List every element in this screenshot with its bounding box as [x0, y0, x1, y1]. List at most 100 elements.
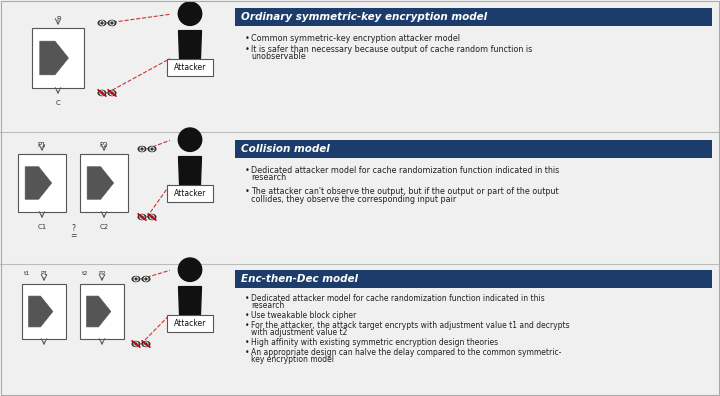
Circle shape — [151, 216, 153, 218]
Bar — [32, 28, 84, 88]
Circle shape — [100, 91, 104, 95]
Text: Attacker: Attacker — [174, 318, 206, 327]
Polygon shape — [40, 41, 68, 75]
Circle shape — [110, 91, 114, 95]
Text: t1: t1 — [24, 271, 30, 276]
Text: Collision model: Collision model — [241, 144, 330, 154]
Text: C1: C1 — [37, 224, 47, 230]
Text: ?: ? — [71, 224, 75, 233]
Text: C: C — [55, 100, 60, 106]
Polygon shape — [179, 156, 202, 185]
Circle shape — [135, 343, 137, 345]
Text: Dedicated attacker model for cache randomization function indicated in this: Dedicated attacker model for cache rando… — [251, 294, 545, 303]
Ellipse shape — [138, 215, 146, 219]
Text: •: • — [245, 321, 250, 330]
Bar — [18, 154, 66, 212]
Circle shape — [141, 148, 143, 150]
Circle shape — [150, 147, 154, 151]
Text: Common symmetric-key encryption attacker model: Common symmetric-key encryption attacker… — [251, 34, 460, 43]
Ellipse shape — [142, 276, 150, 282]
Text: Use tweakable block cipher: Use tweakable block cipher — [251, 311, 356, 320]
Text: •: • — [245, 348, 250, 357]
Text: •: • — [245, 45, 250, 54]
Text: •: • — [245, 311, 250, 320]
Circle shape — [135, 278, 137, 280]
Bar — [235, 270, 712, 288]
Text: research: research — [251, 173, 286, 182]
Text: It is safer than necessary because output of cache random function is: It is safer than necessary because outpu… — [251, 45, 532, 54]
Circle shape — [144, 277, 148, 281]
Ellipse shape — [142, 341, 150, 346]
Ellipse shape — [148, 147, 156, 152]
Text: •: • — [245, 294, 250, 303]
Text: P2: P2 — [98, 271, 106, 276]
Bar — [22, 284, 66, 339]
Text: For the attacker, the attack target encrypts with adjustment value t1 and decryp: For the attacker, the attack target encr… — [251, 321, 570, 330]
Circle shape — [145, 343, 147, 345]
Circle shape — [111, 92, 113, 94]
Circle shape — [100, 21, 104, 25]
Text: •: • — [245, 166, 250, 175]
Polygon shape — [86, 296, 111, 327]
Text: with adjustment value t2: with adjustment value t2 — [251, 328, 347, 337]
Circle shape — [134, 342, 138, 346]
Text: research: research — [251, 301, 284, 310]
Bar — [166, 59, 213, 76]
Bar — [166, 314, 213, 331]
Circle shape — [150, 215, 154, 219]
Bar — [235, 8, 712, 26]
Ellipse shape — [148, 215, 156, 219]
Circle shape — [151, 148, 153, 150]
Bar — [235, 140, 712, 158]
Text: Attacker: Attacker — [174, 63, 206, 72]
Ellipse shape — [98, 21, 106, 26]
Circle shape — [179, 2, 202, 25]
Polygon shape — [29, 296, 53, 327]
Text: •: • — [245, 187, 250, 196]
Polygon shape — [179, 30, 202, 59]
Text: High affinity with existing symmetric encryption design theories: High affinity with existing symmetric en… — [251, 338, 498, 347]
Text: An appropriate design can halve the delay compared to the common symmetric-: An appropriate design can halve the dela… — [251, 348, 562, 357]
Ellipse shape — [138, 147, 146, 152]
Text: Attacker: Attacker — [174, 188, 206, 198]
Circle shape — [110, 21, 114, 25]
Ellipse shape — [108, 21, 116, 26]
Polygon shape — [87, 167, 114, 199]
Bar — [80, 284, 124, 339]
Circle shape — [111, 22, 113, 24]
Text: C2: C2 — [99, 224, 109, 230]
Circle shape — [140, 215, 144, 219]
Text: unobservable: unobservable — [251, 52, 306, 61]
Ellipse shape — [132, 276, 140, 282]
Circle shape — [179, 128, 202, 151]
Circle shape — [141, 216, 143, 218]
Polygon shape — [179, 287, 202, 315]
Circle shape — [145, 278, 147, 280]
Circle shape — [179, 258, 202, 282]
Bar — [80, 154, 128, 212]
Text: Dedicated attacker model for cache randomization function indicated in this: Dedicated attacker model for cache rando… — [251, 166, 559, 175]
Text: Enc-then-Dec model: Enc-then-Dec model — [241, 274, 358, 284]
Ellipse shape — [108, 90, 116, 95]
Text: key encryption model: key encryption model — [251, 355, 334, 364]
Text: t2: t2 — [82, 271, 89, 276]
Polygon shape — [25, 167, 52, 199]
Text: P1: P1 — [40, 271, 48, 276]
Text: Ordinary symmetric-key encryption model: Ordinary symmetric-key encryption model — [241, 12, 487, 22]
Text: •: • — [245, 34, 250, 43]
Text: P2: P2 — [100, 142, 108, 148]
Text: •: • — [245, 338, 250, 347]
Text: =: = — [70, 231, 76, 240]
Circle shape — [144, 342, 148, 346]
Text: P1: P1 — [37, 142, 46, 148]
Text: collides, they observe the corresponding input pair: collides, they observe the corresponding… — [251, 194, 456, 204]
Text: The attacker can't observe the output, but if the output or part of the output: The attacker can't observe the output, b… — [251, 187, 559, 196]
Ellipse shape — [132, 341, 140, 346]
Bar — [166, 185, 213, 202]
Text: P: P — [56, 16, 60, 22]
Circle shape — [101, 92, 103, 94]
Ellipse shape — [98, 90, 106, 95]
Circle shape — [101, 22, 103, 24]
Circle shape — [134, 277, 138, 281]
Circle shape — [140, 147, 144, 151]
